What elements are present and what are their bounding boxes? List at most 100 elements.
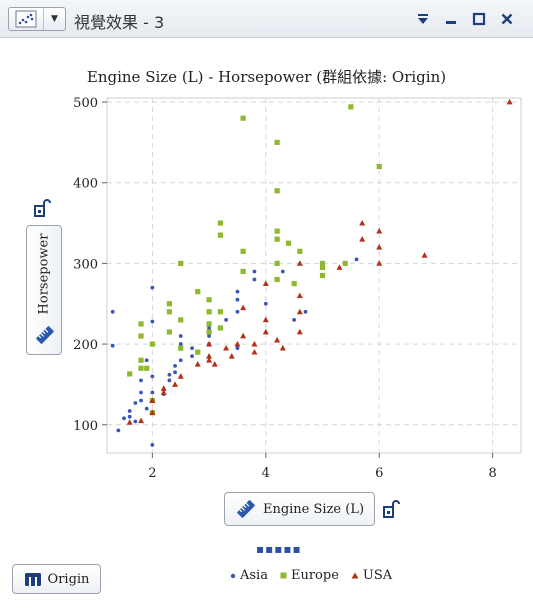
data-point-usa [223,344,230,351]
window-title: 視覺效果 - 3 [74,13,165,32]
category-icon [24,573,41,586]
data-point-usa [172,381,179,387]
data-point-usa [177,373,184,379]
data-point-asia [252,269,257,274]
data-point-europe [166,309,172,315]
data-point-europe [285,240,292,246]
data-point-europe [274,260,280,266]
data-point-europe [319,272,326,279]
y-tick-label: 300 [73,257,98,272]
y-tick-label: 200 [73,338,98,353]
x-tick-label: 8 [489,466,497,481]
data-point-usa [262,316,269,323]
x-tick-label: 4 [262,466,270,481]
data-point-asia [167,372,172,377]
data-point-europe [342,260,348,266]
data-point-asia [280,269,285,274]
data-point-usa [149,409,156,416]
y-tick-label: 400 [73,177,98,192]
square-marker-icon [280,572,287,579]
data-point-europe [166,329,172,335]
data-point-usa [336,264,343,270]
data-point-usa [376,244,383,250]
chevron-down-icon[interactable]: ▼ [51,14,58,24]
data-point-asia [207,334,211,338]
data-point-usa [228,352,235,359]
visualization-type-button[interactable]: ▼ [8,7,66,31]
x-axis-lock-icon[interactable] [381,499,401,519]
data-point-asia [150,443,155,447]
data-point-asia [263,301,268,306]
title-bar: ▼ 視覺效果 - 3 [0,0,533,38]
data-point-usa [160,385,167,391]
group-role-button[interactable]: Origin [12,564,101,594]
data-point-usa [421,252,428,258]
y-axis-label: Horsepower [36,233,52,315]
data-point-usa [240,304,247,311]
legend-item-europe: Europe [280,568,339,583]
data-point-asia [110,309,115,314]
data-point-usa [296,292,303,299]
data-point-asia [190,346,194,351]
data-point-usa [262,280,269,286]
y-axis-role-button[interactable]: Horsepower [26,225,62,355]
data-point-europe [274,276,280,283]
data-point-europe [138,365,144,371]
data-point-asia [144,406,149,411]
triangle-marker-icon [351,572,359,579]
data-point-asia [127,414,132,419]
maximize-icon[interactable] [468,8,490,30]
data-point-usa [262,328,269,335]
data-point-asia [167,378,172,383]
data-point-usa [274,336,281,343]
group-label: Origin [47,571,90,587]
chart-title: Engine Size (L) - Horsepower (群組依據: Orig… [86,68,447,86]
data-point-europe [206,329,212,335]
data-point-europe [217,220,224,226]
plot-area [106,97,522,454]
y-tick-label: 100 [73,419,98,434]
data-point-usa [240,332,247,339]
data-point-asia [150,390,155,395]
data-point-usa [296,308,303,315]
data-point-usa [279,344,286,351]
data-point-asia [144,358,149,363]
y-tick-label: 500 [73,96,98,111]
data-point-asia [127,409,132,413]
data-point-europe [166,301,172,307]
data-point-europe [206,321,212,327]
data-point-europe [217,309,224,315]
data-point-asia [178,358,183,363]
data-point-usa [160,389,167,395]
x-tick-label: 6 [375,466,383,481]
data-point-europe [319,264,326,271]
measure-ruler-icon [36,326,54,344]
data-point-europe [206,309,212,315]
data-point-usa [194,361,201,367]
y-axis-lock-icon[interactable] [32,198,52,218]
data-point-asia [190,354,194,359]
circle-marker-icon [230,573,236,578]
data-point-europe [144,365,150,371]
data-point-usa [251,348,258,355]
data-point-europe [206,297,212,303]
x-axis-role-button[interactable]: Engine Size (L) [224,492,375,526]
data-point-asia [178,334,183,338]
data-point-usa [251,340,258,347]
legend-item-usa: USA [351,568,392,583]
data-point-usa [206,352,213,359]
window-menu-icon[interactable] [412,8,434,30]
legend-label-asia: Asia [240,568,268,583]
minimize-icon[interactable] [440,8,462,30]
data-point-europe [138,357,144,363]
close-icon[interactable] [496,8,518,30]
data-point-europe [240,268,246,275]
data-point-asia [150,319,155,324]
data-point-asia [122,416,126,421]
data-point-europe [274,188,280,194]
data-point-europe [240,248,246,254]
data-point-europe [195,289,201,295]
data-point-asia [173,370,177,375]
data-point-usa [376,260,383,266]
